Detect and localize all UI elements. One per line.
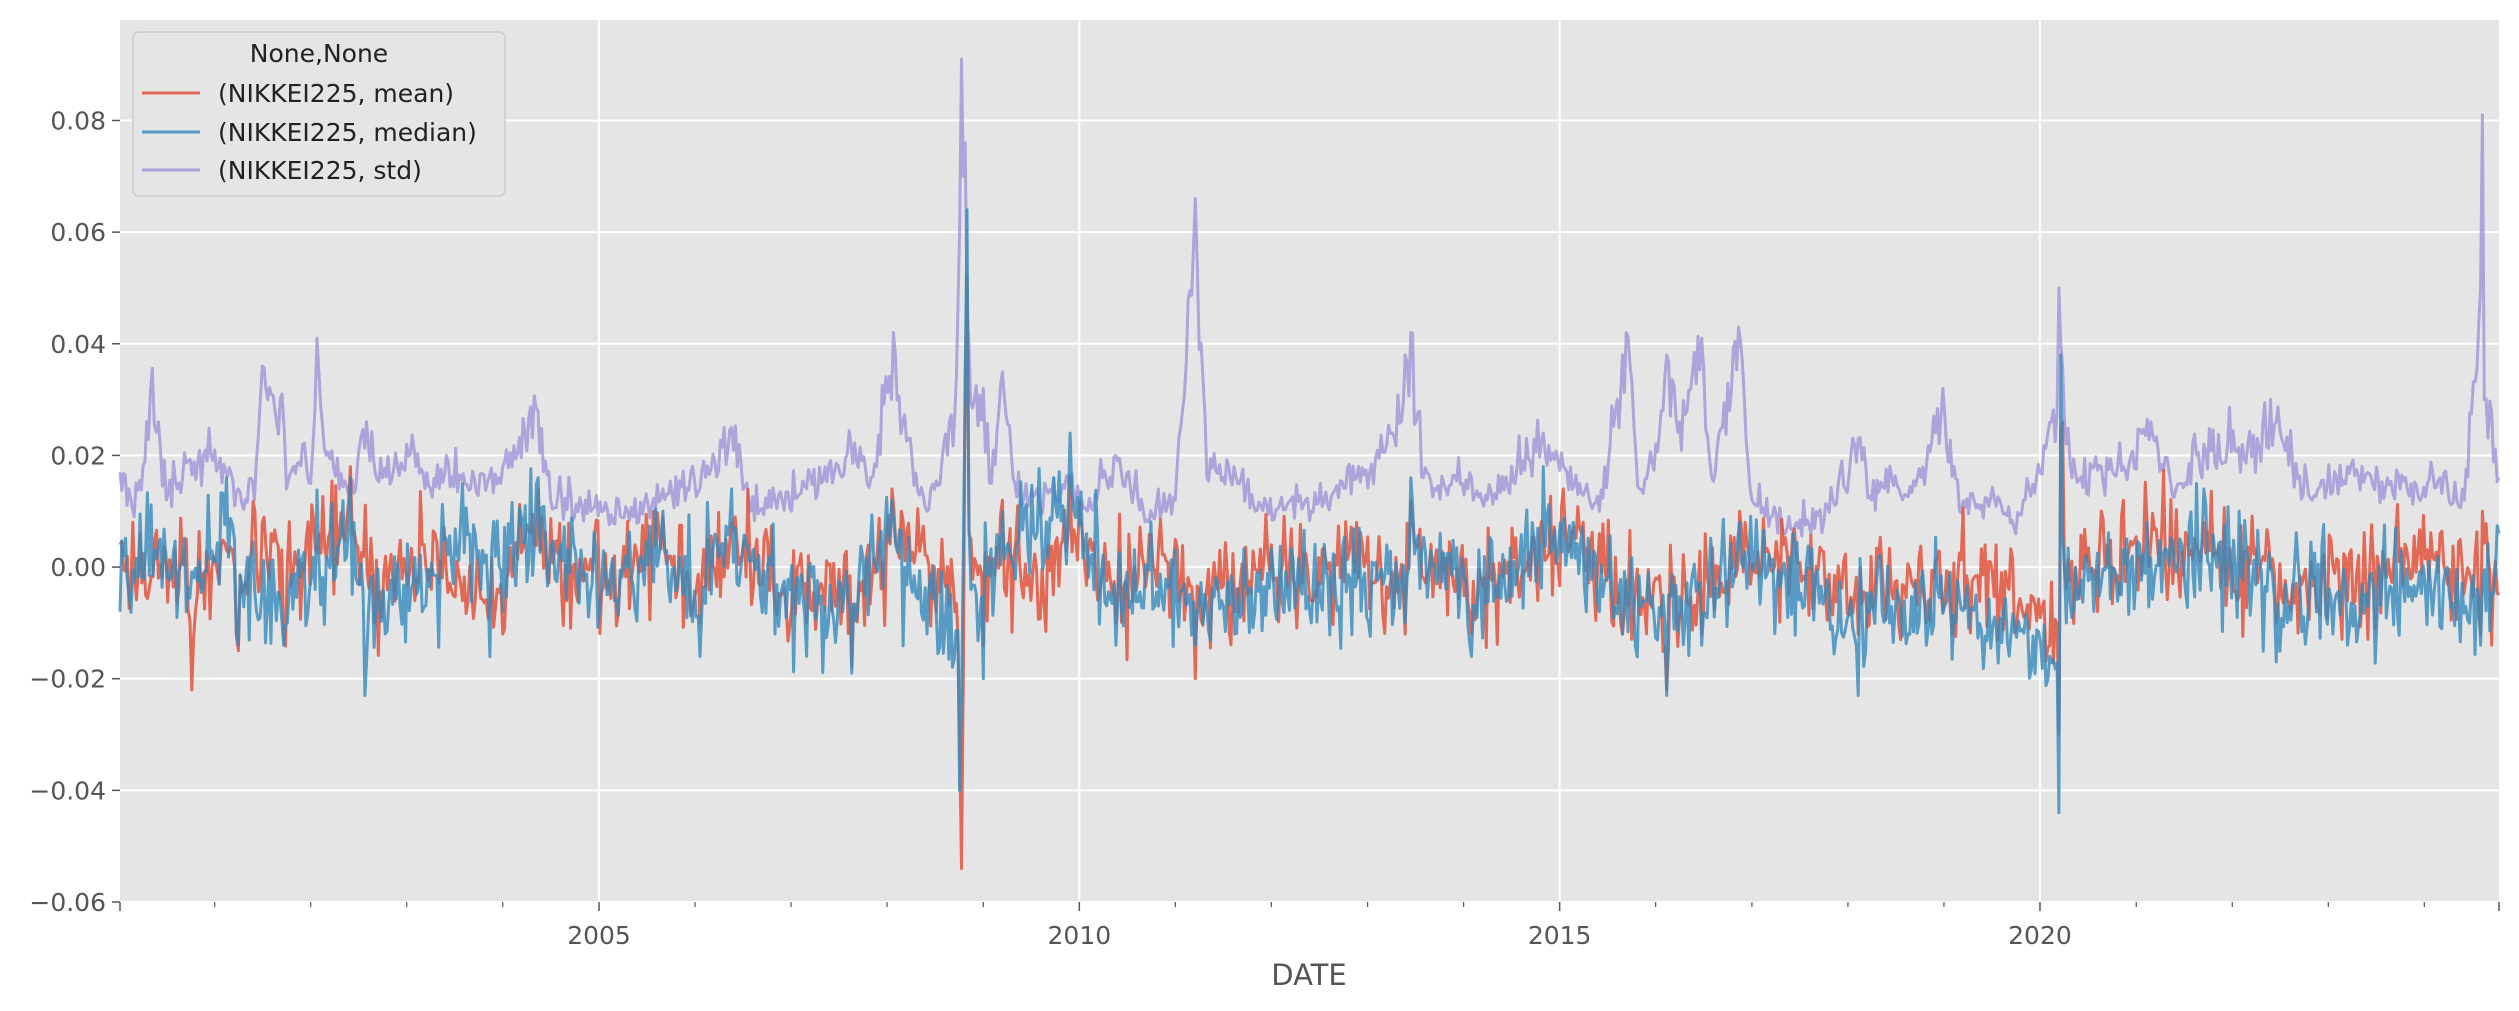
- y-tick-label: 0.04: [50, 330, 106, 359]
- legend-box: [132, 31, 506, 197]
- series-line-std: [118, 57, 2501, 538]
- series-line-median: [118, 208, 2501, 815]
- x-tick-label: 2020: [2008, 921, 2072, 950]
- x-tick-label: 2005: [567, 921, 631, 950]
- x-axis: 2005 2010 2015 2020: [119, 902, 2500, 950]
- y-tick-label: 0.06: [50, 218, 106, 247]
- y-tick-label: 0.00: [50, 553, 106, 582]
- y-tick-label: 0.08: [50, 106, 106, 135]
- y-tick-label: 0.02: [50, 441, 106, 470]
- x-axis-title: DATE: [1271, 958, 1346, 992]
- legend-label-std: (NIKKEI225, std): [218, 156, 422, 185]
- legend-title: None,None: [250, 39, 388, 68]
- series-layer: [118, 57, 2501, 870]
- legend-label-median: (NIKKEI225, median): [218, 118, 477, 147]
- legend: None,None (NIKKEI225, mean) (NIKKEI225, …: [132, 31, 506, 197]
- plot-background: [120, 20, 2499, 902]
- y-axis: −0.06 −0.04 −0.02 0.00 0.02 0.04 0.06 0.08: [29, 106, 120, 917]
- y-tick-label: −0.06: [29, 888, 106, 917]
- y-tick-label: −0.02: [29, 665, 106, 694]
- x-tick-label: 2010: [1048, 921, 1112, 950]
- x-tick-label: 2015: [1528, 921, 1592, 950]
- y-tick-label: −0.04: [29, 776, 106, 805]
- legend-label-mean: (NIKKEI225, mean): [218, 79, 454, 108]
